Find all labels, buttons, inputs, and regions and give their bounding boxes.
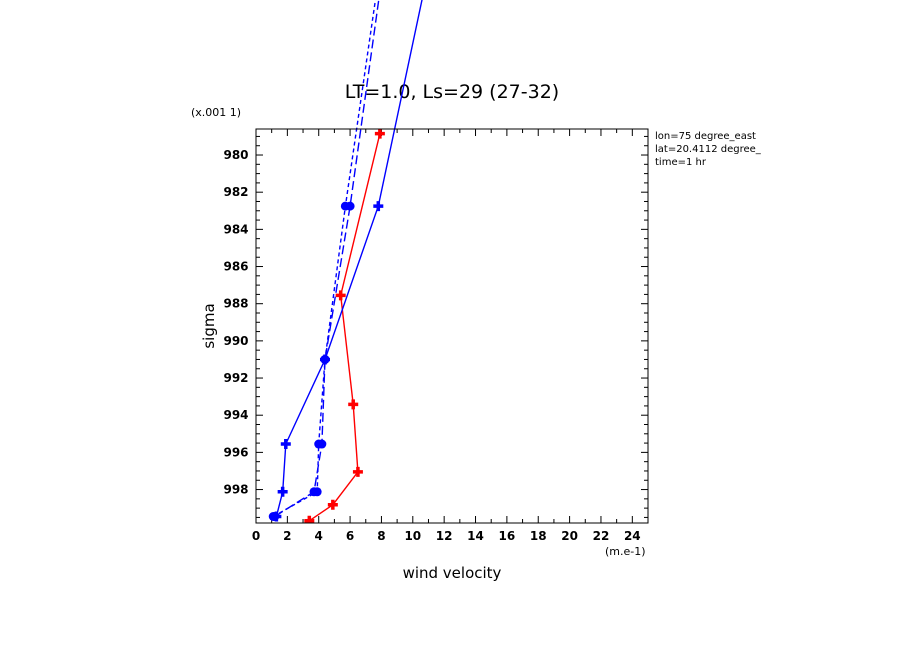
y-tick-label: 990 <box>223 334 248 348</box>
x-axis-label: wind velocity <box>403 564 502 582</box>
y-tick-label: 980 <box>223 148 248 162</box>
y-tick-label: 988 <box>223 297 248 311</box>
x-tick-label: 4 <box>315 529 323 543</box>
y-tick-label: 998 <box>223 483 248 497</box>
series-1-point <box>335 290 346 301</box>
y-tick-label: 994 <box>223 408 248 422</box>
annotation-time: time=1 hr <box>655 157 707 168</box>
series-4-point <box>314 439 324 449</box>
x-tick-label: 6 <box>346 529 354 543</box>
y-tick-label: 996 <box>223 445 248 459</box>
annotation-lon: lon=75 degree_east <box>655 131 756 142</box>
y-tick-label: 986 <box>223 260 248 274</box>
chart-title: LT=1.0, Ls=29 (27-32) <box>345 81 559 103</box>
x-tick-label: 20 <box>561 529 578 543</box>
y-axis-label: sigma <box>200 303 218 348</box>
series-2-point <box>373 201 384 212</box>
x-tick-label: 2 <box>283 529 291 543</box>
x-tick-label: 22 <box>593 529 610 543</box>
x-tick-label: 0 <box>252 529 260 543</box>
series-3-line <box>274 0 380 518</box>
series-4-line <box>272 0 377 518</box>
series-1-line <box>308 133 381 522</box>
x-tick-label: 10 <box>404 529 421 543</box>
series-1-point <box>348 399 359 410</box>
x-tick-label: 16 <box>499 529 516 543</box>
y-tick-label: 984 <box>223 222 248 236</box>
y-tick-label: 992 <box>223 371 248 385</box>
series-4-point <box>312 487 322 497</box>
x-tick-label: 12 <box>436 529 453 543</box>
y-tick-label: 982 <box>223 185 248 199</box>
series-1-point <box>327 499 338 510</box>
y-unit-label: (x.001 1) <box>191 106 241 119</box>
series-1-point <box>304 515 315 523</box>
series-4-point <box>268 511 278 521</box>
x-tick-label: 24 <box>624 529 641 543</box>
annotation-lat: lat=20.4112 degree_ <box>655 144 762 155</box>
series-1-point <box>352 466 363 477</box>
x-tick-label: 18 <box>530 529 547 543</box>
x-tick-label: 14 <box>467 529 484 543</box>
series-2-point <box>280 439 291 450</box>
x-unit-label: (m.e-1) <box>605 545 646 558</box>
x-tick-label: 8 <box>377 529 385 543</box>
plot-frame <box>255 128 649 524</box>
series-2-point <box>277 486 288 497</box>
series-2-line <box>275 0 423 517</box>
series-4-point <box>340 201 350 211</box>
series-4-point <box>320 354 330 364</box>
series-1-point <box>374 128 385 139</box>
